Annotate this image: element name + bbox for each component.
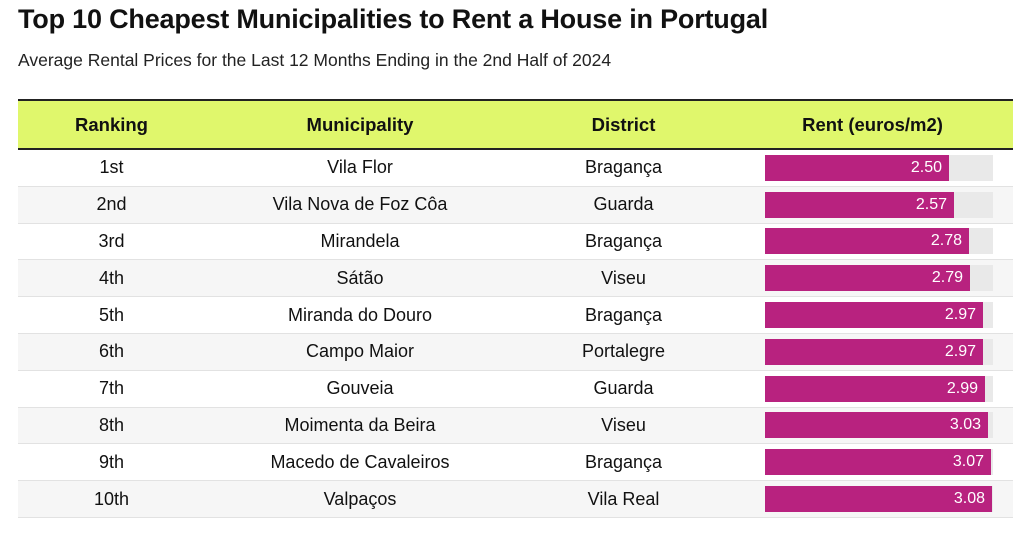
rent-cell: 3.07	[732, 444, 1013, 480]
district-cell: Portalegre	[581, 341, 666, 362]
municipality-cell: Miranda do Douro	[287, 304, 433, 325]
rent-cell: 2.57	[732, 187, 1013, 223]
chart-subtitle: Average Rental Prices for the Last 12 Mo…	[18, 50, 612, 70]
rank-cell: 6th	[98, 341, 125, 362]
rent-bar-track: 2.99	[765, 375, 993, 402]
rent-bar	[765, 486, 992, 513]
table-row: 3rd Mirandela Bragança 2.78	[18, 224, 1013, 261]
rent-value-label: 2.57	[915, 195, 947, 213]
rent-bar	[765, 449, 991, 476]
rent-bar-track: 2.97	[765, 302, 993, 329]
header-ranking: Ranking	[75, 113, 148, 135]
table-row: 1st Vila Flor Bragança 2.50	[18, 150, 1013, 187]
rent-value-label: 2.50	[910, 158, 942, 176]
rent-cell: 2.79	[732, 260, 1013, 296]
rent-cell: 3.03	[732, 408, 1013, 444]
rank-cell: 9th	[98, 451, 125, 472]
district-cell: Bragança	[584, 451, 663, 472]
rent-bar-track: 3.08	[765, 486, 993, 513]
municipality-cell: Vila Nova de Foz Côa	[272, 194, 448, 215]
district-cell: Bragança	[584, 304, 663, 325]
rent-value-label: 2.78	[930, 232, 962, 250]
table-row: 6th Campo Maior Portalegre 2.97	[18, 333, 1013, 371]
table-row: 5th Miranda do Douro Bragança 2.97	[18, 297, 1013, 334]
rent-value-label: 3.07	[952, 453, 984, 471]
rent-cell: 2.97	[732, 297, 1013, 333]
rent-value-label: 3.08	[953, 490, 985, 508]
rank-cell: 5th	[98, 304, 125, 325]
rent-bar-track: 2.57	[765, 191, 993, 218]
municipality-cell: Vila Flor	[327, 157, 393, 178]
rent-bar	[765, 265, 970, 292]
rank-cell: 10th	[93, 488, 130, 509]
district-cell: Bragança	[584, 230, 663, 251]
header-district: District	[591, 113, 656, 135]
district-cell: Viseu	[601, 414, 646, 435]
rent-bar-track: 2.97	[765, 338, 993, 365]
rent-bar	[765, 302, 983, 329]
municipality-cell: Gouveia	[326, 378, 394, 399]
rent-bar-track: 2.78	[765, 228, 993, 255]
municipality-cell: Campo Maior	[305, 341, 415, 362]
rent-bar	[765, 154, 949, 181]
chart-title: Top 10 Cheapest Municipalities to Rent a…	[18, 4, 769, 34]
district-cell: Viseu	[601, 267, 646, 288]
rent-bar	[765, 338, 983, 365]
district-cell: Bragança	[584, 157, 663, 178]
table-row: 4th Sátão Viseu 2.79	[18, 260, 1013, 298]
rent-bar-track: 2.79	[765, 265, 993, 292]
table-row: 7th Gouveia Guarda 2.99	[18, 371, 1013, 408]
rent-cell: 2.99	[732, 371, 1013, 407]
header-municipality: Municipality	[306, 113, 414, 135]
rank-cell: 7th	[98, 378, 125, 399]
rent-cell: 2.97	[732, 334, 1013, 370]
rent-bar	[765, 412, 988, 439]
rent-table: Ranking Municipality District Rent (euro…	[18, 99, 1013, 518]
rent-bar-track: 2.50	[765, 154, 993, 181]
district-cell: Vila Real	[587, 488, 660, 509]
rent-cell: 3.08	[732, 481, 1013, 517]
table-row: 8th Moimenta da Beira Viseu 3.03	[18, 407, 1013, 445]
district-cell: Guarda	[593, 378, 654, 399]
rent-bar	[765, 228, 969, 255]
rent-value-label: 2.99	[946, 379, 978, 397]
table-header: Ranking Municipality District Rent (euro…	[18, 99, 1013, 150]
rent-value-label: 2.97	[944, 306, 976, 324]
table-body: 1st Vila Flor Bragança 2.50 2nd Vila Nova de …	[18, 150, 1013, 518]
rent-cell: 2.50	[732, 150, 1013, 186]
rent-value-label: 2.97	[944, 342, 976, 360]
municipality-cell: Sátão	[336, 267, 384, 288]
table-row: 2nd Vila Nova de Foz Côa Guarda 2.57	[18, 186, 1013, 224]
district-cell: Guarda	[593, 194, 654, 215]
rank-cell: 1st	[99, 157, 124, 178]
rent-bar-track: 3.07	[765, 449, 993, 476]
rank-cell: 8th	[98, 414, 125, 435]
rank-cell: 3rd	[98, 230, 125, 251]
municipality-cell: Valpaços	[323, 488, 397, 509]
municipality-cell: Mirandela	[320, 230, 400, 251]
table-row: 9th Macedo de Cavaleiros Bragança 3.07	[18, 444, 1013, 482]
municipality-cell: Moimenta da Beira	[284, 414, 436, 435]
rent-value-label: 2.79	[931, 269, 963, 287]
header-rent: Rent (euros/m2)	[802, 113, 943, 135]
rank-cell: 4th	[98, 267, 125, 288]
rent-bar	[765, 191, 954, 218]
table-row: 10th Valpaços Vila Real 3.08	[18, 481, 1013, 518]
rent-bar-track: 3.03	[765, 412, 993, 439]
rent-bar	[765, 375, 985, 402]
rent-value-label: 3.03	[949, 416, 981, 434]
municipality-cell: Macedo de Cavaleiros	[270, 451, 450, 472]
rent-cell: 2.78	[732, 224, 1013, 260]
rank-cell: 2nd	[96, 194, 127, 215]
